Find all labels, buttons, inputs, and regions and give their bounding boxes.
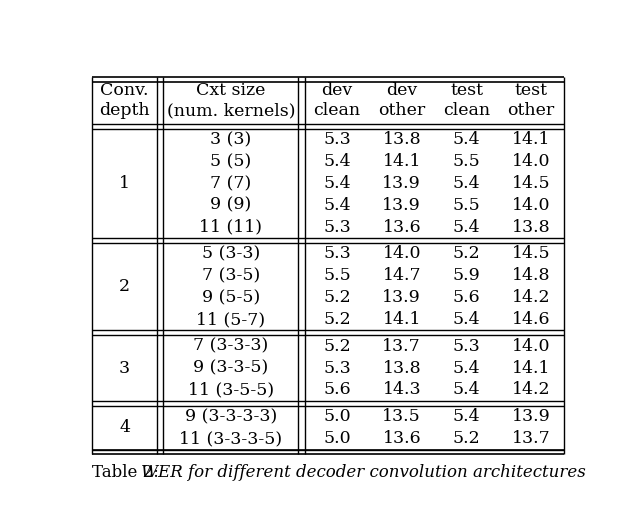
Text: 14.6: 14.6: [512, 311, 550, 328]
Text: 5.2: 5.2: [323, 289, 351, 306]
Text: 7 (3-5): 7 (3-5): [202, 267, 260, 284]
Text: 3 (3): 3 (3): [210, 131, 252, 148]
Text: 13.7: 13.7: [383, 338, 421, 355]
Text: 5.0: 5.0: [323, 430, 351, 447]
Text: 2: 2: [119, 278, 130, 295]
Text: 14.0: 14.0: [512, 338, 550, 355]
Text: 5.5: 5.5: [323, 267, 351, 284]
Text: 13.5: 13.5: [383, 408, 421, 425]
Text: 5.4: 5.4: [452, 408, 481, 425]
Text: 14.0: 14.0: [512, 197, 550, 214]
Text: 14.1: 14.1: [512, 360, 550, 377]
Text: 5.2: 5.2: [323, 311, 351, 328]
Text: 5.4: 5.4: [452, 219, 481, 236]
Text: 1: 1: [119, 175, 130, 192]
Text: 14.7: 14.7: [383, 267, 421, 284]
Text: 13.6: 13.6: [383, 219, 421, 236]
Text: 5.4: 5.4: [452, 360, 481, 377]
Text: 5.5: 5.5: [452, 153, 481, 170]
Text: 14.3: 14.3: [383, 381, 421, 399]
Text: Cxt size
(num. kernels): Cxt size (num. kernels): [166, 82, 295, 119]
Text: 13.9: 13.9: [383, 175, 421, 192]
Text: 9 (5-5): 9 (5-5): [202, 289, 260, 306]
Text: 11 (3-5-5): 11 (3-5-5): [188, 381, 274, 399]
Text: 5 (3-3): 5 (3-3): [202, 246, 260, 262]
Text: Table 2:: Table 2:: [92, 464, 164, 481]
Text: 11 (3-3-3-5): 11 (3-3-3-5): [179, 430, 282, 447]
Text: dev
clean: dev clean: [314, 82, 360, 119]
Text: 13.9: 13.9: [383, 197, 421, 214]
Text: 5.4: 5.4: [452, 311, 481, 328]
Text: 5.3: 5.3: [323, 246, 351, 262]
Text: 13.9: 13.9: [383, 289, 421, 306]
Text: 5.5: 5.5: [452, 197, 481, 214]
Text: 5.0: 5.0: [323, 408, 351, 425]
Text: 14.5: 14.5: [512, 246, 550, 262]
Text: 14.5: 14.5: [512, 175, 550, 192]
Text: 9 (3-3-5): 9 (3-3-5): [193, 360, 268, 377]
Text: WER for different decoder convolution architectures: WER for different decoder convolution ar…: [141, 464, 586, 481]
Text: 9 (9): 9 (9): [210, 197, 252, 214]
Text: 5.3: 5.3: [323, 360, 351, 377]
Text: 13.7: 13.7: [512, 430, 550, 447]
Text: 13.8: 13.8: [512, 219, 550, 236]
Text: 5.3: 5.3: [323, 219, 351, 236]
Text: 5.6: 5.6: [452, 289, 481, 306]
Text: 5.4: 5.4: [323, 153, 351, 170]
Text: test
other: test other: [508, 82, 555, 119]
Text: 5 (5): 5 (5): [210, 153, 252, 170]
Text: 11 (5-7): 11 (5-7): [196, 311, 266, 328]
Text: 5.3: 5.3: [452, 338, 481, 355]
Text: 5.4: 5.4: [452, 131, 481, 148]
Text: 5.2: 5.2: [323, 338, 351, 355]
Text: 5.4: 5.4: [323, 175, 351, 192]
Text: 5.3: 5.3: [323, 131, 351, 148]
Text: 14.0: 14.0: [383, 246, 421, 262]
Text: dev
other: dev other: [378, 82, 426, 119]
Text: 14.2: 14.2: [512, 381, 550, 399]
Text: 5.9: 5.9: [452, 267, 481, 284]
Text: 7 (7): 7 (7): [210, 175, 252, 192]
Text: 14.8: 14.8: [512, 267, 550, 284]
Text: 5.4: 5.4: [323, 197, 351, 214]
Text: 5.4: 5.4: [452, 175, 481, 192]
Text: 14.2: 14.2: [512, 289, 550, 306]
Text: 5.2: 5.2: [452, 246, 481, 262]
Text: 13.9: 13.9: [512, 408, 550, 425]
Text: 14.0: 14.0: [512, 153, 550, 170]
Text: 7 (3-3-3): 7 (3-3-3): [193, 338, 268, 355]
Text: 3: 3: [119, 360, 130, 377]
Text: 13.8: 13.8: [383, 131, 421, 148]
Text: 9 (3-3-3-3): 9 (3-3-3-3): [185, 408, 277, 425]
Text: 4: 4: [119, 419, 130, 436]
Text: 13.8: 13.8: [383, 360, 421, 377]
Text: 5.6: 5.6: [323, 381, 351, 399]
Text: test
clean: test clean: [443, 82, 490, 119]
Text: 14.1: 14.1: [383, 153, 421, 170]
Text: 5.4: 5.4: [452, 381, 481, 399]
Text: 13.6: 13.6: [383, 430, 421, 447]
Text: 11 (11): 11 (11): [199, 219, 262, 236]
Text: 14.1: 14.1: [512, 131, 550, 148]
Text: 14.1: 14.1: [383, 311, 421, 328]
Text: 5.2: 5.2: [452, 430, 481, 447]
Text: Conv.
depth: Conv. depth: [99, 82, 150, 119]
